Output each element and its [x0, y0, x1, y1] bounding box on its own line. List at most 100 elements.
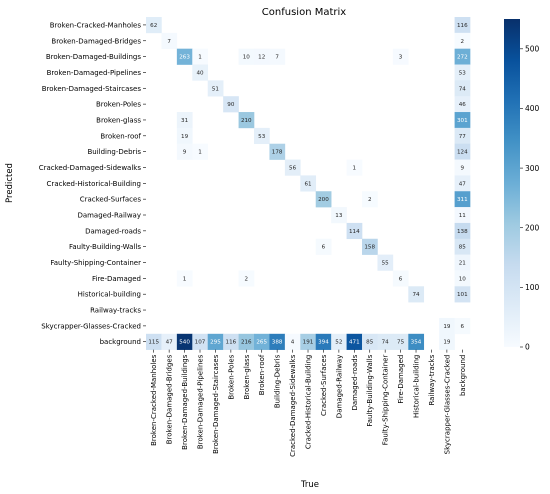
y-tick-label: Faulty-Building-Walls	[69, 243, 141, 251]
y-tick-label: Broken-roof	[100, 132, 141, 140]
heatmap-cell	[192, 143, 209, 160]
x-tick-label: Historical-building	[413, 355, 421, 418]
heatmap-cell	[454, 238, 471, 255]
cell-value-label: 6	[461, 324, 465, 330]
y-tick-label: Cracked-Historical-Building	[47, 180, 141, 188]
cell-value-label: 115	[148, 340, 159, 346]
heatmap-cell	[176, 112, 193, 129]
cell-value-label: 85	[459, 245, 467, 251]
colorbar	[504, 19, 520, 347]
colorbar-tick-label: 100	[525, 283, 540, 292]
cell-value-label: 61	[304, 181, 312, 187]
cell-value-label: 19	[181, 134, 189, 140]
cell-value-label: 4	[291, 340, 295, 346]
cell-value-label: 471	[349, 340, 360, 346]
y-tick-label: Cracked-Surfaces	[80, 196, 142, 204]
x-tick-label: Cracked-Historical-Building	[305, 355, 313, 449]
x-axis-label: True	[300, 480, 319, 490]
heatmap-cell	[377, 254, 394, 271]
heatmap-cell	[454, 96, 471, 113]
cell-value-label: 55	[382, 261, 390, 267]
heatmap-cell	[346, 333, 363, 350]
heatmap-cell	[207, 333, 224, 350]
cell-value-label: 51	[212, 86, 220, 92]
cell-value-label: 62	[150, 23, 157, 29]
heatmap-cell	[331, 333, 347, 350]
heatmap-cell	[161, 32, 178, 49]
y-tick-label: Damaged-Railway	[77, 212, 141, 220]
cell-value-label: 19	[443, 324, 451, 330]
x-tick-label: Railway-tracks	[428, 354, 436, 405]
cell-value-label: 124	[457, 150, 468, 156]
heatmap-cell	[176, 270, 193, 287]
heatmap-cell	[454, 143, 471, 160]
cell-value-label: 116	[226, 340, 237, 346]
x-tick-label: Broken-Damaged-Staircases	[212, 354, 220, 454]
heatmap-cell	[346, 159, 363, 176]
x-tick-label: Broken-Poles	[227, 354, 235, 399]
y-tick-label: Skycrapper-Glasses-Cracked	[41, 322, 141, 330]
cell-value-label: 11	[459, 213, 467, 219]
heatmap-cell	[331, 207, 347, 224]
heatmap-cell	[146, 17, 162, 34]
cell-value-label: 53	[258, 134, 266, 140]
heatmap-cell	[238, 333, 255, 350]
cell-value-label: 311	[457, 197, 468, 203]
colorbar-ticks: 0 100 200 300 400 500	[520, 45, 540, 352]
x-tick-label: Faulty-Shipping-Container	[382, 355, 390, 446]
cell-value-label: 295	[210, 340, 221, 346]
y-tick-label: Broken-Damaged-Staircases	[42, 85, 142, 93]
heatmap-cell	[238, 270, 255, 287]
cell-value-label: 75	[397, 340, 405, 346]
cell-value-label: 2	[245, 276, 249, 282]
y-tick-label: Fire-Damaged	[92, 275, 141, 283]
cell-value-label: 1	[198, 150, 202, 156]
heatmap-cell	[300, 175, 317, 192]
y-tick-label: Broken-Poles	[96, 101, 141, 109]
heatmap-cell	[439, 317, 455, 335]
x-tick-label: Broken-Damaged-Buildings	[181, 354, 189, 450]
y-tick-label: Building-Debris	[87, 148, 141, 156]
heatmap-cell	[454, 191, 471, 208]
y-tick-labels: Broken-Cracked-Manholes Broken-Damaged-Br…	[39, 21, 146, 346]
cell-value-label: 47	[166, 340, 174, 346]
cell-value-label: 46	[459, 102, 467, 108]
y-tick-label: Broken-Damaged-Pipelines	[47, 69, 142, 77]
cell-value-label: 301	[457, 118, 468, 124]
y-tick-label: Broken-glass	[96, 116, 141, 124]
chart-title: Confusion Matrix	[262, 7, 346, 18]
colorbar-tick-label: 0	[525, 343, 530, 352]
heatmap-cell	[223, 96, 239, 113]
cell-value-label: 263	[179, 55, 190, 61]
y-axis-label: Predicted	[5, 163, 15, 203]
heatmap-cell	[254, 127, 270, 145]
heatmap-cell	[238, 48, 255, 65]
cell-value-label: 12	[258, 55, 265, 61]
heatmap-cell	[176, 333, 193, 350]
heatmap-cell	[454, 80, 471, 97]
cell-value-label: 40	[196, 70, 204, 76]
heatmap-cell	[146, 333, 162, 350]
heatmap-cell	[346, 222, 363, 240]
cell-value-label: 9	[461, 165, 465, 171]
cell-value-label: 90	[227, 102, 235, 108]
cell-value-label: 101	[457, 292, 468, 298]
heatmap-cell	[454, 222, 471, 240]
cell-value-label: 2	[461, 39, 465, 45]
cell-value-label: 9	[183, 150, 187, 156]
heatmap-cell	[269, 48, 286, 65]
cell-value-label: 77	[459, 134, 467, 140]
cell-value-label: 210	[241, 118, 252, 124]
cell-value-label: 3	[399, 55, 403, 61]
y-tick-label: Historical-building	[78, 291, 141, 299]
colorbar-tick-label: 200	[525, 223, 540, 232]
heatmap-cell	[315, 333, 332, 350]
colorbar-tick-label: 400	[525, 104, 540, 113]
x-tick-label: Broken-roof	[258, 354, 266, 395]
heatmap-cell	[176, 143, 193, 160]
heatmap-cell	[315, 238, 332, 255]
x-tick-label: Broken-Damaged-Pipelines	[197, 354, 205, 449]
heatmap-cell	[176, 48, 193, 65]
heatmap-cell	[269, 333, 286, 350]
